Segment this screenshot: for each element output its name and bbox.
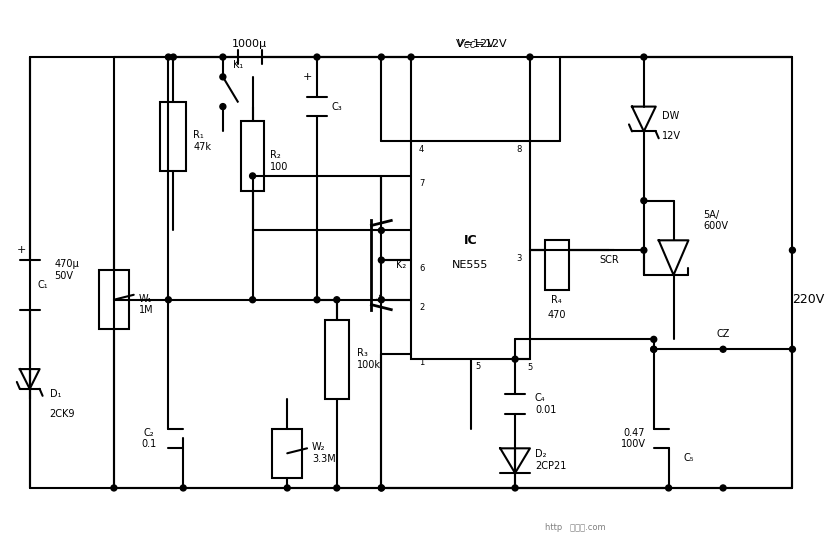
Circle shape (650, 336, 656, 342)
Text: 12V: 12V (661, 131, 680, 141)
Text: DW: DW (661, 112, 678, 122)
Circle shape (314, 297, 320, 302)
Text: 2: 2 (418, 303, 424, 312)
Text: D₂
2CP21: D₂ 2CP21 (534, 450, 566, 471)
Circle shape (665, 485, 671, 491)
Text: 4: 4 (418, 144, 424, 154)
Bar (544, 240, 568, 290)
Circle shape (378, 227, 384, 233)
Text: 5: 5 (475, 361, 480, 371)
Text: 470: 470 (546, 310, 566, 319)
Bar (99, 270, 128, 330)
Text: IC: IC (463, 234, 477, 247)
Circle shape (650, 346, 656, 352)
Bar (411, 141, 529, 359)
Circle shape (378, 297, 384, 302)
Text: C₅: C₅ (682, 453, 693, 463)
Text: 3: 3 (516, 253, 522, 263)
Circle shape (249, 297, 255, 302)
Circle shape (378, 54, 384, 60)
Circle shape (334, 297, 339, 302)
Circle shape (640, 54, 646, 60)
Circle shape (111, 485, 117, 491)
Text: 0.47
100V: 0.47 100V (621, 428, 646, 449)
Circle shape (171, 54, 176, 60)
Circle shape (720, 346, 725, 352)
Text: K₁: K₁ (233, 60, 243, 70)
Text: C₃: C₃ (331, 101, 342, 112)
Text: +: + (17, 245, 26, 255)
Circle shape (166, 54, 171, 60)
Bar (240, 122, 264, 191)
Text: 470µ
50V: 470µ 50V (55, 259, 79, 281)
Text: 220V: 220V (792, 293, 824, 306)
Text: 8: 8 (516, 144, 522, 154)
Text: SCR: SCR (599, 255, 619, 265)
Text: 5: 5 (527, 362, 532, 372)
Text: R₁
47k: R₁ 47k (193, 130, 211, 152)
Circle shape (249, 173, 255, 179)
Text: W₂
3.3M: W₂ 3.3M (311, 443, 335, 464)
Text: 1: 1 (418, 358, 424, 367)
Circle shape (788, 247, 794, 253)
Text: +: + (302, 72, 311, 82)
Text: C₁: C₁ (37, 280, 48, 290)
Text: W₁
1M: W₁ 1M (138, 294, 153, 316)
Text: $V_{CC}$=12V: $V_{CC}$=12V (455, 37, 507, 51)
Circle shape (527, 54, 532, 60)
Text: R₄: R₄ (551, 295, 561, 305)
Circle shape (788, 346, 794, 352)
Circle shape (640, 247, 646, 253)
Circle shape (314, 54, 320, 60)
Bar (161, 101, 186, 171)
Text: 7: 7 (418, 179, 424, 189)
Circle shape (512, 485, 518, 491)
Text: C₄
0.01: C₄ 0.01 (534, 393, 556, 415)
Circle shape (378, 257, 384, 263)
Circle shape (378, 485, 384, 491)
Text: 1000μ: 1000μ (232, 39, 267, 49)
Circle shape (650, 346, 656, 352)
Text: 5A/
600V: 5A/ 600V (702, 210, 728, 231)
Circle shape (219, 74, 225, 80)
Text: 6: 6 (418, 264, 424, 272)
Circle shape (166, 297, 171, 302)
Circle shape (180, 485, 186, 491)
Circle shape (378, 485, 384, 491)
Text: NE555: NE555 (452, 260, 488, 270)
Circle shape (720, 485, 725, 491)
Circle shape (219, 54, 225, 60)
Text: http   桂花风.com: http 桂花风.com (544, 523, 604, 532)
Text: 2CK9: 2CK9 (50, 409, 75, 419)
Circle shape (640, 198, 646, 204)
Text: R₃
100k: R₃ 100k (356, 348, 380, 370)
Text: CZ: CZ (715, 329, 729, 340)
Circle shape (284, 485, 290, 491)
Text: K₂: K₂ (396, 260, 406, 270)
Text: V⁣⁣=12V: V⁣⁣=12V (455, 39, 493, 49)
Text: D₁: D₁ (50, 389, 61, 399)
Text: R₂
100: R₂ 100 (270, 150, 288, 172)
Circle shape (407, 54, 413, 60)
Text: C₂
0.1: C₂ 0.1 (141, 428, 156, 449)
Circle shape (334, 485, 339, 491)
Circle shape (512, 356, 518, 362)
Circle shape (219, 104, 225, 110)
Bar (272, 428, 301, 478)
Bar (325, 319, 349, 399)
